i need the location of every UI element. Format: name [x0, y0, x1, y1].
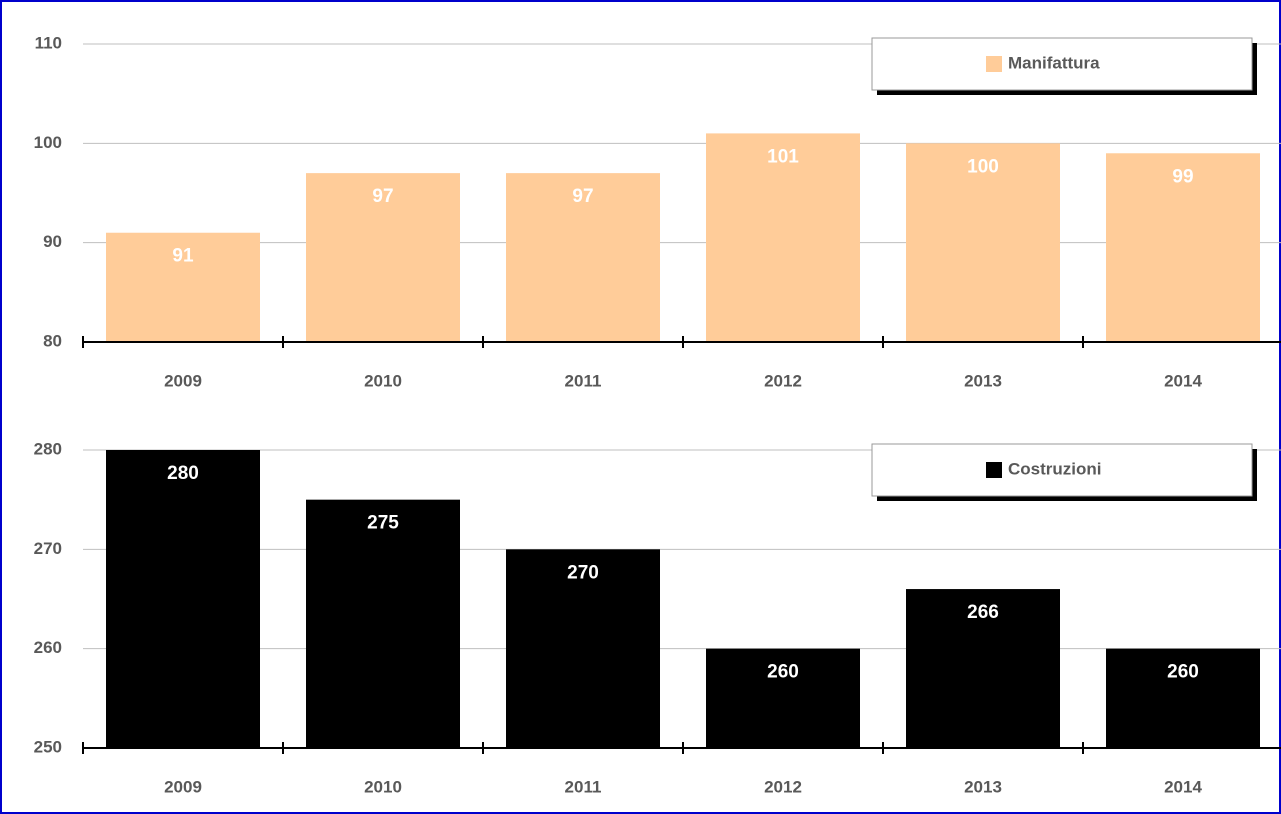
x-tick-label: 2013 [964, 371, 1002, 390]
y-tick-label: 80 [43, 331, 62, 350]
x-tick-label: 2012 [764, 777, 802, 796]
bar [1106, 648, 1260, 748]
legend-label: Costruzioni [1008, 459, 1102, 478]
legend-box [871, 37, 1253, 91]
data-label: 101 [767, 146, 799, 167]
bar [906, 589, 1060, 748]
y-tick-label: 110 [35, 33, 62, 52]
bar [306, 499, 460, 748]
y-tick-label: 260 [34, 638, 62, 657]
y-tick-label: 280 [34, 439, 62, 458]
x-tick-label: 2009 [164, 371, 202, 390]
legend-swatch [986, 56, 1002, 72]
data-label: 270 [567, 562, 599, 583]
y-tick-label: 90 [43, 232, 62, 251]
bar [906, 143, 1060, 342]
x-tick-label: 2010 [364, 777, 402, 796]
data-label: 100 [967, 156, 999, 177]
x-tick-label: 2012 [764, 371, 802, 390]
bar [706, 648, 860, 748]
data-label: 99 [1172, 166, 1193, 187]
legend-box [871, 443, 1253, 497]
y-tick-label: 270 [34, 539, 62, 558]
x-tick-label: 2014 [1164, 371, 1202, 390]
x-tick-label: 2011 [565, 777, 602, 796]
bar [106, 232, 260, 342]
x-tick-label: 2011 [565, 371, 602, 390]
data-label: 260 [767, 662, 799, 683]
bar [306, 173, 460, 342]
legend-swatch [986, 462, 1002, 478]
y-tick-label: 250 [34, 737, 62, 756]
bar [106, 450, 260, 748]
data-label: 266 [967, 602, 999, 623]
bar [506, 173, 660, 342]
bar [1106, 153, 1260, 342]
x-tick-label: 2010 [364, 371, 402, 390]
x-tick-label: 2013 [964, 777, 1002, 796]
bar [706, 133, 860, 342]
data-label: 97 [572, 186, 593, 207]
bar [506, 549, 660, 748]
legend-label: Manifattura [1008, 53, 1100, 72]
x-tick-label: 2009 [164, 777, 202, 796]
x-tick-label: 2014 [1164, 777, 1202, 796]
data-label: 275 [367, 513, 399, 534]
data-label: 280 [167, 463, 199, 484]
data-label: 97 [372, 186, 393, 207]
y-tick-label: 100 [34, 133, 62, 152]
data-label: 260 [1167, 662, 1199, 683]
data-label: 91 [172, 246, 194, 267]
